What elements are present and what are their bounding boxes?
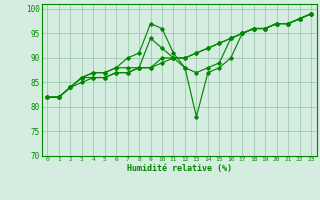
- X-axis label: Humidité relative (%): Humidité relative (%): [127, 164, 232, 173]
